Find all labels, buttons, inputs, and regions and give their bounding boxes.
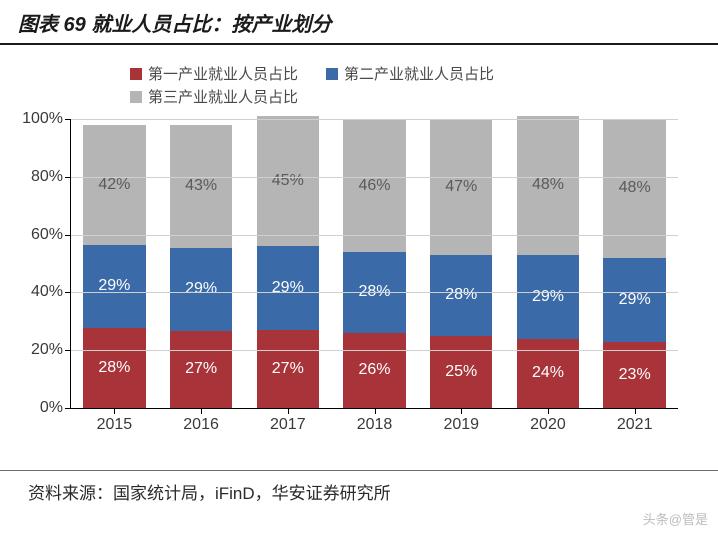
gridline: [71, 235, 678, 236]
gridline: [71, 177, 678, 178]
stacked-bar: 46%28%26%: [343, 119, 405, 408]
legend-item: 第三产业就业人员占比: [130, 86, 298, 107]
legend-label: 第一产业就业人员占比: [148, 63, 298, 84]
bar-segment-primary: 27%: [170, 331, 232, 408]
bar-slot: 47%28%25%2019: [418, 119, 505, 408]
stacked-bar: 48%29%24%: [517, 116, 579, 408]
xtick-label: 2017: [270, 408, 306, 434]
bar-segment-primary: 23%: [603, 342, 665, 408]
stacked-bar: 48%29%23%: [603, 119, 665, 408]
legend-swatch: [130, 91, 142, 103]
bar-segment-tertiary: 43%: [170, 125, 232, 248]
bar-segment-primary: 28%: [83, 328, 145, 408]
source-text: 资料来源：国家统计局，iFinD，华安证券研究所: [28, 484, 391, 503]
bar-segment-secondary: 29%: [83, 245, 145, 328]
bar-slot: 46%28%26%2018: [331, 119, 418, 408]
bar-slot: 43%29%27%2016: [158, 119, 245, 408]
bars-container: 42%29%28%201543%29%27%201645%29%27%20174…: [71, 119, 678, 408]
plot-region: 42%29%28%201543%29%27%201645%29%27%20174…: [70, 119, 678, 409]
ytick-label: 100%: [22, 110, 71, 128]
ytick-label: 20%: [31, 341, 71, 359]
legend-label: 第二产业就业人员占比: [344, 63, 494, 84]
stacked-bar: 42%29%28%: [83, 122, 145, 408]
gridline: [71, 119, 678, 120]
bar-segment-tertiary: 48%: [603, 119, 665, 258]
bar-segment-tertiary: 45%: [257, 116, 319, 246]
bar-segment-secondary: 29%: [170, 248, 232, 331]
bar-segment-tertiary: 46%: [343, 119, 405, 252]
bar-segment-primary: 26%: [343, 333, 405, 408]
bar-segment-tertiary: 42%: [83, 125, 145, 245]
source-line: 资料来源：国家统计局，iFinD，华安证券研究所: [0, 470, 718, 510]
chart-area: 42%29%28%201543%29%27%201645%29%27%20174…: [70, 119, 678, 439]
bar-slot: 48%29%24%2020: [505, 119, 592, 408]
gridline: [71, 350, 678, 351]
xtick-label: 2021: [617, 408, 653, 434]
watermark: 头条@管是: [643, 509, 708, 528]
bar-slot: 45%29%27%2017: [244, 119, 331, 408]
bar-segment-secondary: 29%: [517, 255, 579, 339]
legend-item: 第二产业就业人员占比: [326, 63, 494, 84]
gridline: [71, 292, 678, 293]
ytick-label: 60%: [31, 226, 71, 244]
bar-slot: 48%29%23%2021: [591, 119, 678, 408]
bar-segment-primary: 27%: [257, 330, 319, 408]
xtick-label: 2016: [183, 408, 219, 434]
stacked-bar: 43%29%27%: [170, 122, 232, 408]
bar-segment-primary: 25%: [430, 336, 492, 408]
chart-title: 图表 69 就业人员占比：按产业划分: [18, 14, 331, 36]
chart-title-bar: 图表 69 就业人员占比：按产业划分: [0, 0, 718, 45]
bar-segment-secondary: 29%: [257, 246, 319, 330]
bar-segment-secondary: 29%: [603, 258, 665, 342]
ytick-label: 40%: [31, 283, 71, 301]
stacked-bar: 47%28%25%: [430, 119, 492, 408]
xtick-label: 2015: [97, 408, 133, 434]
xtick-label: 2019: [443, 408, 479, 434]
bar-segment-primary: 24%: [517, 339, 579, 408]
ytick-label: 0%: [40, 399, 71, 417]
legend-swatch: [326, 68, 338, 80]
bar-slot: 42%29%28%2015: [71, 119, 158, 408]
xtick-label: 2020: [530, 408, 566, 434]
ytick-label: 80%: [31, 168, 71, 186]
stacked-bar: 45%29%27%: [257, 116, 319, 408]
legend-swatch: [130, 68, 142, 80]
bar-segment-secondary: 28%: [430, 255, 492, 336]
legend: 第一产业就业人员占比 第二产业就业人员占比第三产业就业人员占比: [0, 45, 560, 115]
xtick-label: 2018: [357, 408, 393, 434]
legend-label: 第三产业就业人员占比: [148, 86, 298, 107]
legend-item: 第一产业就业人员占比: [130, 63, 298, 84]
